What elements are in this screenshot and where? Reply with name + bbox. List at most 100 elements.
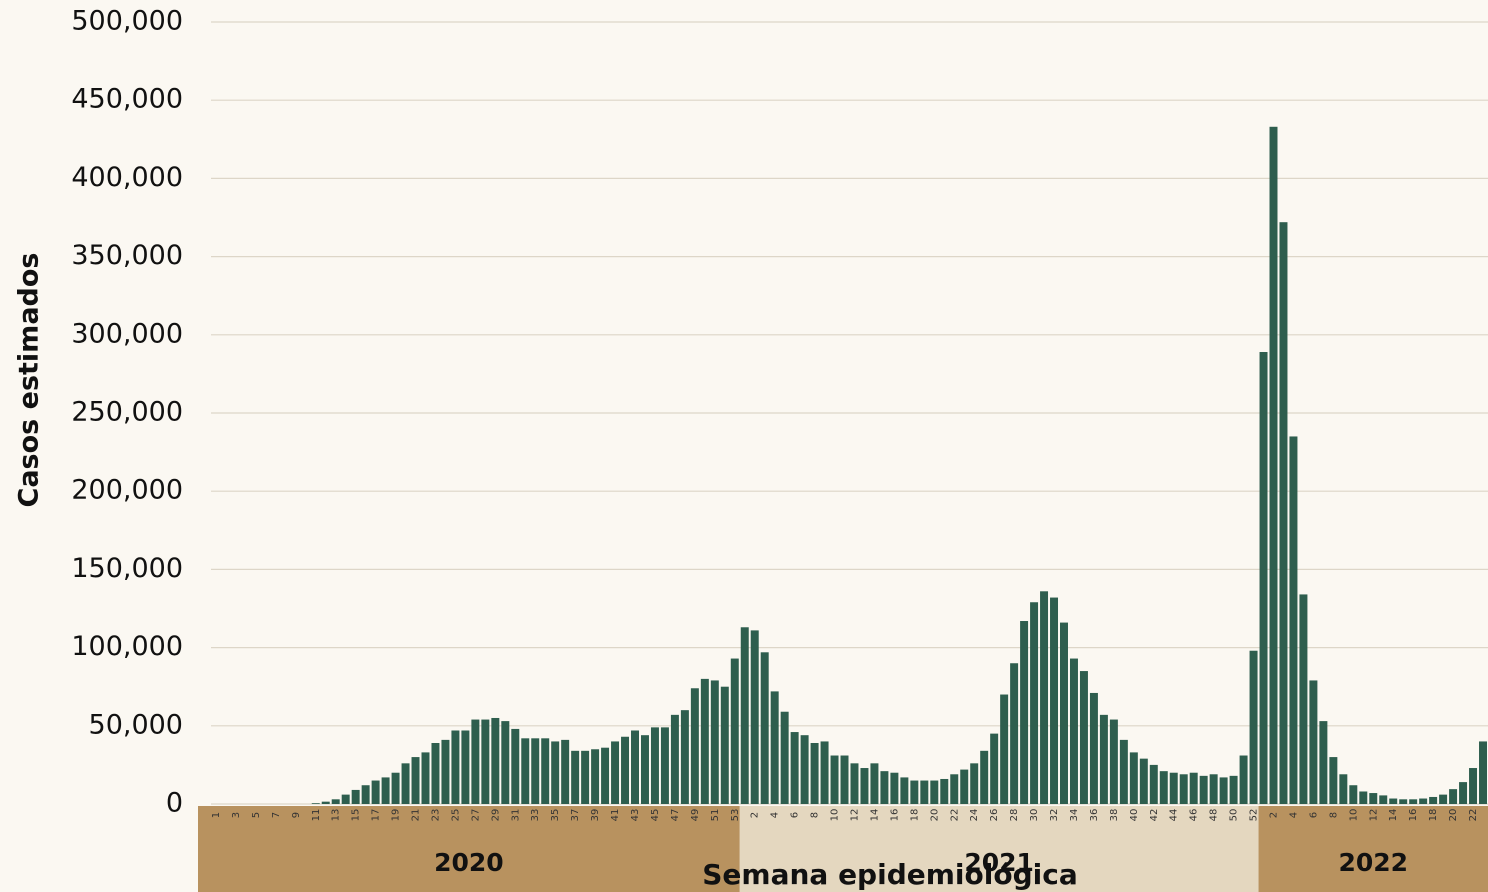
bar	[1209, 774, 1218, 804]
x-tick-label: 45	[650, 809, 661, 822]
x-tick-label: 10	[1348, 809, 1359, 822]
y-tick-label: 0	[166, 788, 183, 819]
x-tick-label: 46	[1189, 809, 1200, 822]
x-tick-label: 6	[1308, 812, 1319, 818]
x-tick-label: 44	[1169, 809, 1180, 822]
y-axis-title: Casos estimados	[14, 253, 45, 508]
y-tick-label: 100,000	[71, 631, 183, 662]
bar	[1219, 777, 1228, 804]
bar	[411, 757, 420, 804]
year-label: 2022	[1338, 848, 1408, 877]
y-tick-label: 250,000	[71, 397, 183, 428]
bar	[920, 780, 929, 804]
x-tick-label: 22	[1468, 809, 1479, 822]
x-tick-label: 35	[550, 809, 561, 822]
bar	[461, 730, 470, 804]
year-band	[1258, 806, 1488, 892]
x-tick-label: 9	[291, 812, 302, 818]
y-tick-label: 300,000	[71, 318, 183, 349]
bar	[1429, 796, 1438, 804]
bar	[1099, 714, 1108, 804]
bar	[1369, 793, 1378, 804]
bar	[870, 763, 879, 804]
x-tick-label: 12	[1368, 809, 1379, 822]
x-tick-label: 4	[770, 812, 781, 818]
bar	[1089, 692, 1098, 804]
bar	[511, 728, 520, 804]
bar	[760, 652, 769, 804]
bar	[521, 738, 530, 804]
bar	[1249, 650, 1258, 804]
bar	[830, 755, 839, 804]
x-tick-label: 7	[271, 812, 282, 818]
bar	[980, 750, 989, 804]
x-tick-label: 4	[1288, 812, 1299, 818]
bar	[1020, 621, 1029, 804]
x-tick-label: 8	[810, 812, 821, 818]
x-tick-label: 33	[530, 809, 541, 822]
x-tick-label: 32	[1049, 809, 1060, 822]
bar	[531, 738, 540, 804]
bar	[331, 799, 340, 804]
year-band	[739, 806, 1259, 892]
bar	[551, 741, 560, 804]
x-tick-label: 53	[730, 809, 741, 822]
bar	[790, 732, 799, 804]
y-tick-label: 150,000	[71, 553, 183, 584]
x-tick-label: 17	[371, 809, 382, 822]
bar	[780, 711, 789, 804]
x-tick-label: 36	[1089, 809, 1100, 822]
x-tick-label: 10	[830, 809, 841, 822]
bar	[1109, 719, 1118, 804]
bar	[1050, 597, 1059, 804]
bar	[1299, 594, 1308, 804]
bar	[850, 763, 859, 804]
x-tick-label: 19	[391, 809, 402, 822]
bar	[481, 719, 490, 804]
bar	[820, 741, 829, 804]
bar	[1060, 622, 1068, 804]
bar	[1169, 772, 1178, 804]
x-tick-label: 26	[989, 809, 1000, 822]
x-tick-label: 24	[969, 809, 980, 822]
x-tick-label: 52	[1249, 809, 1260, 822]
bar	[451, 730, 460, 804]
bar	[640, 735, 649, 804]
bar	[421, 752, 430, 804]
bar	[1149, 764, 1158, 804]
bar	[1159, 771, 1168, 804]
bar	[591, 749, 600, 804]
x-tick-label: 20	[1448, 809, 1459, 822]
x-tick-label: 39	[590, 809, 601, 822]
bar	[710, 680, 719, 804]
bar	[1199, 775, 1208, 804]
y-tick-label: 200,000	[71, 475, 183, 506]
x-tick-label: 27	[470, 809, 481, 822]
y-tick-label: 500,000	[71, 6, 183, 37]
x-tick-label: 6	[790, 812, 801, 818]
bar	[1309, 680, 1318, 804]
x-tick-label: 1	[211, 812, 222, 818]
x-tick-label: 51	[710, 809, 721, 822]
bar	[381, 777, 390, 804]
bar	[1289, 436, 1298, 804]
x-tick-label: 31	[510, 809, 521, 822]
x-tick-label: 18	[909, 809, 920, 822]
bar	[1419, 798, 1428, 804]
x-tick-label: 16	[889, 809, 900, 822]
bar	[471, 719, 480, 804]
bar	[1259, 352, 1268, 804]
x-tick-label: 29	[490, 809, 501, 822]
bar	[960, 769, 969, 804]
bar	[491, 717, 500, 804]
x-tick-label: 47	[670, 809, 681, 822]
bar	[1349, 785, 1358, 804]
bar	[1459, 782, 1468, 804]
bar	[720, 686, 729, 804]
x-tick-label: 12	[849, 809, 860, 822]
x-tick-label: 34	[1069, 809, 1080, 822]
x-tick-label: 20	[929, 809, 940, 822]
bar	[1329, 757, 1338, 804]
bar	[351, 789, 360, 804]
bar	[1479, 741, 1488, 804]
